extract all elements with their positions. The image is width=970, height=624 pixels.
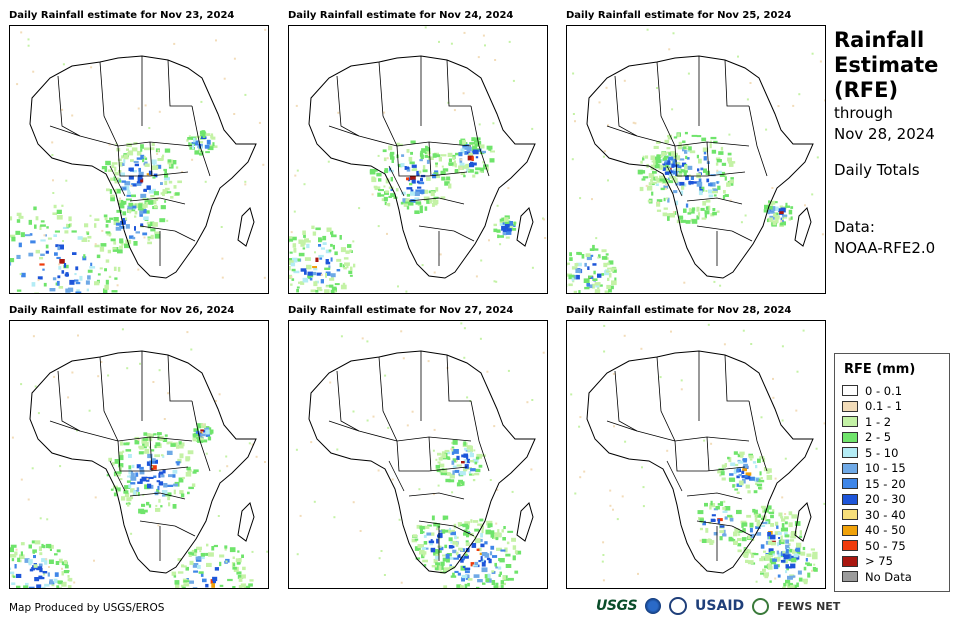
title-line-1: Rainfall xyxy=(834,28,925,52)
panel-title-5: Daily Rainfall estimate for Nov 27, 2024 xyxy=(288,305,514,316)
legend-item: 20 - 30 xyxy=(842,492,949,508)
africa-map xyxy=(10,328,268,588)
rainfall-map-nov-26 xyxy=(9,320,269,589)
legend-label: > 75 xyxy=(865,554,893,569)
data-label: Data: xyxy=(834,218,875,236)
title-line-3: (RFE) xyxy=(834,78,899,102)
legend-label: 2 - 5 xyxy=(865,430,892,445)
legend-item: 50 - 75 xyxy=(842,538,949,554)
daily-totals-label: Daily Totals xyxy=(834,161,920,179)
legend-label: 50 - 75 xyxy=(865,538,906,553)
title-block: Rainfall Estimate (RFE) through Nov 28, … xyxy=(834,28,964,259)
legend-label: No Data xyxy=(865,569,912,584)
noaa-logo-icon xyxy=(645,598,662,614)
legend-label: 5 - 10 xyxy=(865,445,899,460)
legend-swatch xyxy=(842,555,858,567)
legend-title: RFE (mm) xyxy=(844,362,916,377)
globe-logo-icon xyxy=(752,597,770,615)
panel-title-4: Daily Rainfall estimate for Nov 26, 2024 xyxy=(9,305,235,316)
legend-label: 0 - 0.1 xyxy=(865,383,903,398)
legend-item: 5 - 10 xyxy=(842,445,949,461)
legend-swatch xyxy=(842,540,858,552)
legend-swatch xyxy=(842,493,858,505)
legend-swatch xyxy=(842,447,858,459)
legend-item: 40 - 50 xyxy=(842,523,949,539)
panel-title-6: Daily Rainfall estimate for Nov 28, 2024 xyxy=(566,305,792,316)
legend-label: 10 - 15 xyxy=(865,461,906,476)
rainfall-map-nov-28 xyxy=(566,320,826,589)
africa-map xyxy=(570,323,825,588)
data-source: NOAA-RFE2.0 xyxy=(834,239,936,257)
seal-logo-icon xyxy=(669,597,688,615)
through-label: through xyxy=(834,104,893,122)
rainfall-map-nov-27 xyxy=(288,320,548,589)
panel-title-2: Daily Rainfall estimate for Nov 24, 2024 xyxy=(288,10,514,21)
legend-item: 2 - 5 xyxy=(842,430,949,446)
africa-map xyxy=(567,28,825,293)
legend-swatch xyxy=(842,509,858,521)
usaid-logo: USAID xyxy=(695,598,745,614)
legend-swatch xyxy=(842,478,858,490)
legend-item: No Data xyxy=(842,569,949,585)
legend-label: 30 - 40 xyxy=(865,507,906,522)
legend-label: 1 - 2 xyxy=(865,414,892,429)
logo-strip: USGS USAID FEWS NET xyxy=(596,597,840,615)
legend-label: 15 - 20 xyxy=(865,476,906,491)
panel-title-3: Daily Rainfall estimate for Nov 25, 2024 xyxy=(566,10,792,21)
legend-label: 0.1 - 1 xyxy=(865,399,903,414)
africa-map xyxy=(10,28,267,293)
usgs-logo: USGS xyxy=(596,598,638,614)
rainfall-map-nov-24 xyxy=(288,25,548,294)
through-date: Nov 28, 2024 xyxy=(834,125,935,143)
legend-swatch xyxy=(842,571,858,583)
legend-swatch xyxy=(842,416,858,428)
africa-map xyxy=(295,322,545,588)
legend-swatch xyxy=(842,524,858,536)
legend-label: 40 - 50 xyxy=(865,523,906,538)
rainfall-map-nov-25 xyxy=(566,25,826,294)
legend-item: 10 - 15 xyxy=(842,461,949,477)
legend-item: > 75 xyxy=(842,554,949,570)
legend-item: 0 - 0.1 xyxy=(842,383,949,399)
legend-swatch xyxy=(842,431,858,443)
fews-net-logo: FEWS NET xyxy=(777,599,841,613)
legend-label: 20 - 30 xyxy=(865,492,906,507)
legend-swatch xyxy=(842,385,858,397)
africa-map xyxy=(289,26,547,293)
rainfall-map-nov-23 xyxy=(9,25,269,294)
panel-title-1: Daily Rainfall estimate for Nov 23, 2024 xyxy=(9,10,235,21)
credit-text: Map Produced by USGS/EROS xyxy=(9,602,165,614)
legend-item: 1 - 2 xyxy=(842,414,949,430)
legend-swatch xyxy=(842,462,858,474)
legend-item: 30 - 40 xyxy=(842,507,949,523)
legend-item: 0.1 - 1 xyxy=(842,399,949,415)
legend-swatch xyxy=(842,400,858,412)
title-line-2: Estimate xyxy=(834,53,939,77)
legend-item: 15 - 20 xyxy=(842,476,949,492)
